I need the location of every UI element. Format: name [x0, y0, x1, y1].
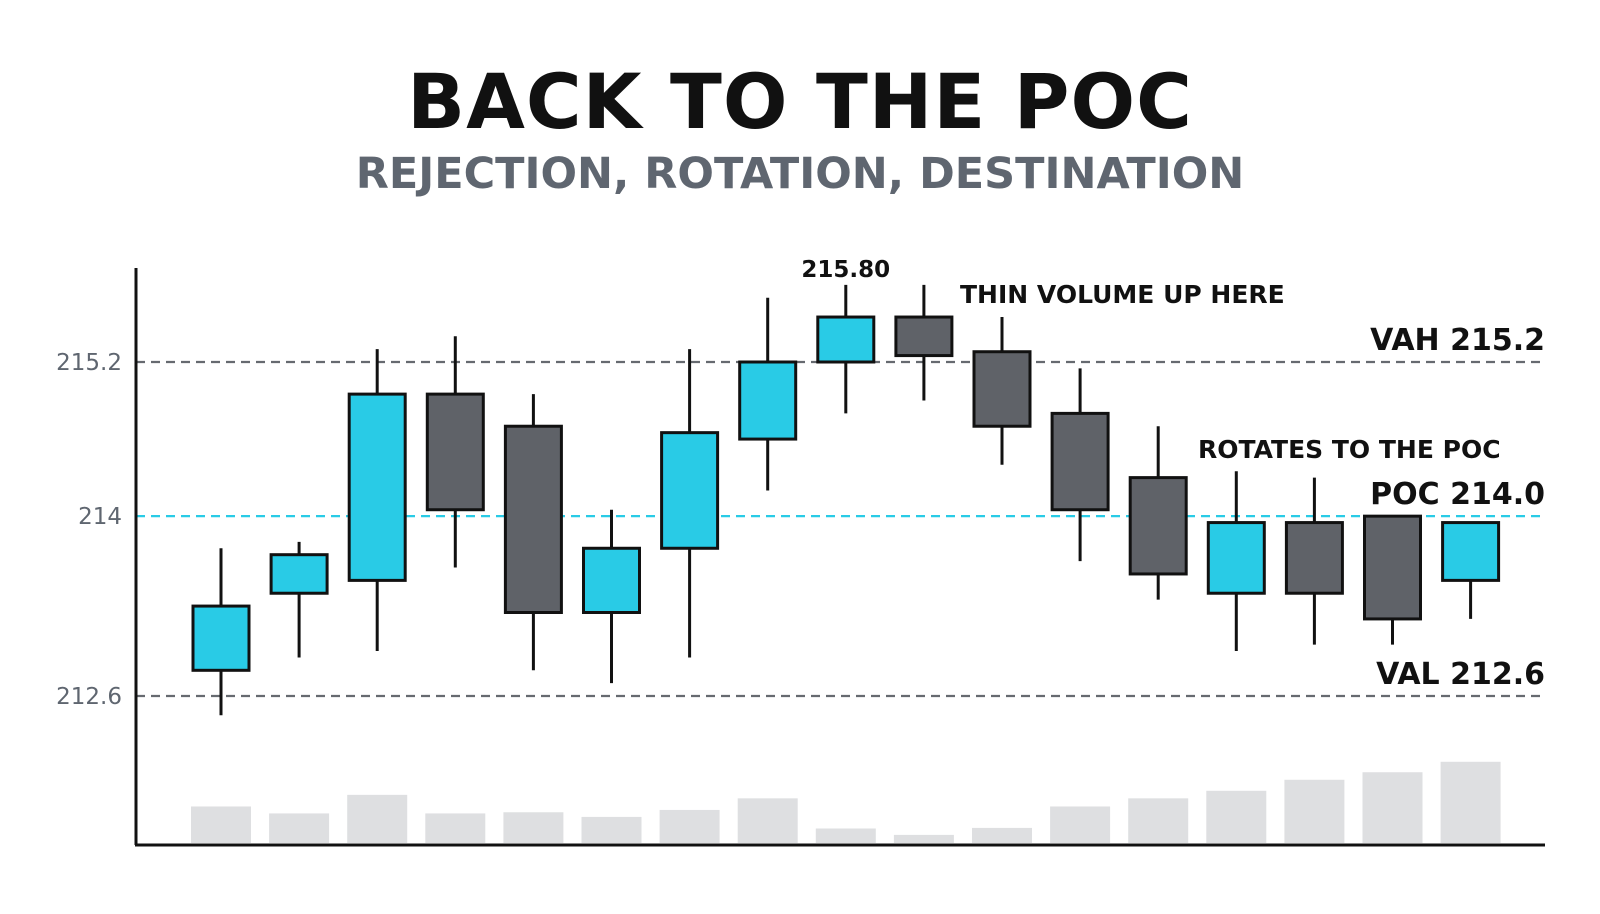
volume-bar [1128, 798, 1189, 843]
chart-title: BACK TO THE POC [407, 57, 1193, 146]
candle-body [660, 431, 720, 550]
y-tick-label: 212.6 [56, 684, 122, 710]
y-tick-label: 215.2 [56, 350, 122, 376]
candle-body [582, 546, 641, 614]
candle-body [425, 392, 485, 512]
candle-body [972, 350, 1032, 428]
volume-bar [1050, 806, 1111, 843]
volume-bar [425, 813, 486, 843]
level-label: POC 214.0 [1370, 477, 1545, 512]
volume-bar [347, 794, 408, 843]
candle-body [894, 315, 954, 358]
candle-body [503, 424, 563, 614]
volume-bar [581, 816, 642, 843]
candle-body [738, 360, 798, 441]
y-tick-label: 214 [78, 504, 122, 530]
candle-body [1363, 514, 1422, 621]
volume-bar [503, 812, 564, 843]
volume-bar [269, 813, 330, 843]
candle-body [347, 392, 407, 582]
volume-bar [815, 828, 876, 843]
candle-body [1050, 411, 1110, 512]
chart-subtitle: REJECTION, ROTATION, DESTINATION [355, 149, 1245, 199]
volume-bar [191, 806, 251, 843]
rotation-annotation: ROTATES TO THE POC [1198, 435, 1501, 464]
candle-body [1128, 476, 1188, 576]
level-label: VAH 215.2 [1370, 323, 1545, 358]
volume-bar [1284, 779, 1345, 843]
volume-bar [659, 809, 720, 843]
candle-body [816, 315, 876, 364]
high-price-label: 215.80 [801, 257, 890, 283]
volume-bar [1440, 761, 1501, 843]
volume-bar [1206, 790, 1267, 843]
volume-bar [893, 834, 954, 843]
candle-body [269, 553, 329, 595]
volume-bar [972, 827, 1032, 843]
volume-bar [737, 798, 798, 843]
volume-bar [1362, 772, 1423, 843]
candle-body [1284, 521, 1344, 595]
thin-volume-annotation: THIN VOLUME UP HERE [960, 280, 1285, 309]
level-label: VAL 212.6 [1376, 657, 1545, 692]
candle-body [191, 604, 251, 672]
candle-body [1206, 521, 1266, 595]
candle-body [1441, 521, 1501, 582]
